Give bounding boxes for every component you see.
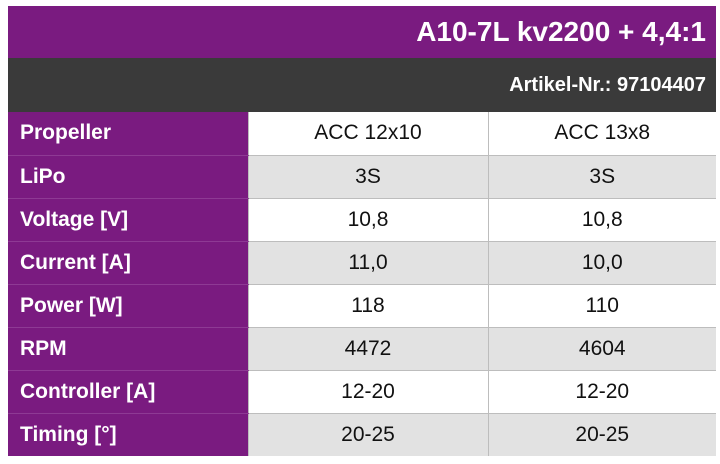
cell-value: 20-25 (247, 413, 488, 456)
cell-value: 11,0 (247, 241, 488, 285)
cell-value: ACC 13x8 (487, 112, 716, 156)
table-row: Power [W] 118 110 (8, 284, 716, 328)
title-bar: A10-7L kv2200 + 4,4:1 (8, 6, 716, 58)
article-number: Artikel-Nr.: 97104407 (509, 73, 706, 96)
product-title: A10-7L kv2200 + 4,4:1 (416, 16, 706, 47)
cell-value: 118 (247, 284, 488, 328)
table-row: RPM 4472 4604 (8, 327, 716, 371)
cell-value: 10,8 (487, 198, 716, 242)
row-label: Voltage [V] (8, 198, 248, 242)
table-row: LiPo 3S 3S (8, 155, 716, 199)
spec-table: Propeller ACC 12x10 ACC 13x8 LiPo 3S 3S … (8, 112, 716, 456)
cell-value: ACC 12x10 (247, 112, 488, 156)
row-label: RPM (8, 327, 248, 371)
table-row: Propeller ACC 12x10 ACC 13x8 (8, 112, 716, 156)
row-label: Current [A] (8, 241, 248, 285)
row-label: LiPo (8, 155, 248, 199)
cell-value: 10,8 (247, 198, 488, 242)
cell-value: 110 (487, 284, 716, 328)
table-row: Voltage [V] 10,8 10,8 (8, 198, 716, 242)
row-label: Power [W] (8, 284, 248, 328)
table-row: Current [A] 11,0 10,0 (8, 241, 716, 285)
row-label: Timing [°] (8, 413, 248, 456)
cell-value: 20-25 (487, 413, 716, 456)
cell-value: 3S (487, 155, 716, 199)
article-bar: Artikel-Nr.: 97104407 (8, 58, 716, 112)
cell-value: 4604 (487, 327, 716, 371)
spec-card: A10-7L kv2200 + 4,4:1 Artikel-Nr.: 97104… (8, 6, 716, 456)
cell-value: 4472 (247, 327, 488, 371)
cell-value: 12-20 (247, 370, 488, 414)
table-row: Controller [A] 12-20 12-20 (8, 370, 716, 414)
table-row: Timing [°] 20-25 20-25 (8, 413, 716, 456)
cell-value: 12-20 (487, 370, 716, 414)
cell-value: 10,0 (487, 241, 716, 285)
row-label: Controller [A] (8, 370, 248, 414)
row-label: Propeller (8, 112, 248, 156)
cell-value: 3S (247, 155, 488, 199)
